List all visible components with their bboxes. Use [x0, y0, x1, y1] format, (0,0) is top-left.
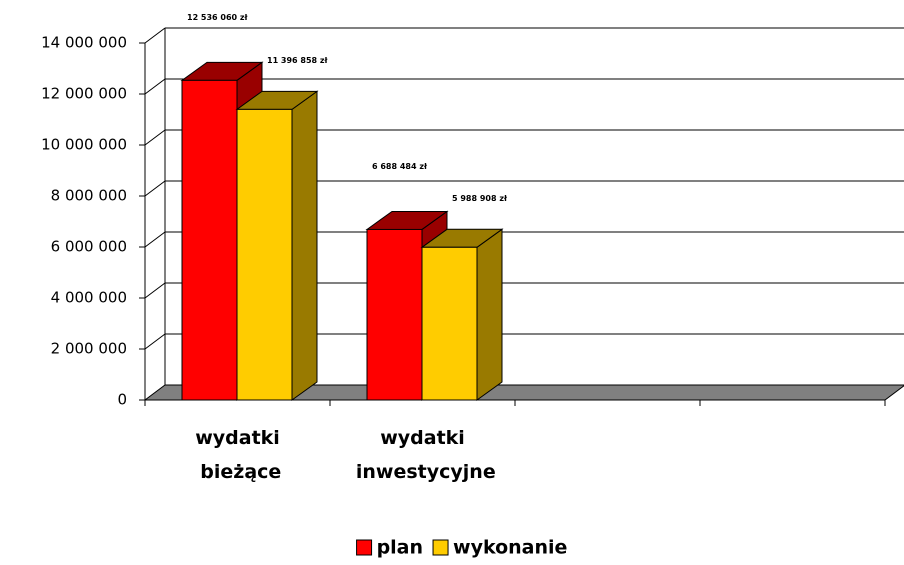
bar-front [421, 246, 478, 401]
grid-line-side [144, 180, 166, 197]
legend-swatch [356, 539, 373, 556]
grid-line-side [144, 78, 166, 95]
bar-front [366, 228, 423, 401]
grid-line-side [144, 231, 166, 248]
legend-label: wykonanie [453, 537, 567, 559]
grid-line-side [144, 333, 166, 350]
y-tick-label: 6 000 000 [51, 238, 127, 256]
x-tick-label-line: inwestycyjne [349, 461, 495, 483]
legend-swatch [432, 539, 449, 556]
data-label: 11 396 858 zł [267, 56, 329, 65]
floor [143, 384, 904, 401]
y-tick-label: 0 [117, 391, 127, 409]
legend: plan wykonanie [356, 537, 567, 559]
y-tick-label: 12 000 000 [41, 85, 127, 103]
grid-line-side [144, 129, 166, 146]
bar-front [236, 108, 293, 401]
bar-side [291, 90, 318, 401]
y-tick-label: 8 000 000 [51, 187, 127, 205]
grid-line-side [144, 27, 166, 44]
legend-label: plan [377, 537, 423, 559]
x-tick-label-line: wydatki [195, 427, 280, 449]
grid-line-side [144, 282, 166, 299]
data-label: 12 536 060 zł [187, 13, 249, 22]
y-tick-label: 14 000 000 [41, 34, 127, 52]
bar [235, 90, 319, 401]
y-tick-label: 2 000 000 [51, 340, 127, 358]
x-tick-label: wydatki inwestycyjne [349, 427, 495, 483]
bar-side [476, 228, 503, 401]
data-label: 6 688 484 zł [372, 162, 428, 171]
x-tick-label: wydatki bieżące [194, 427, 282, 483]
y-tick-label: 4 000 000 [51, 289, 127, 307]
bar [420, 228, 504, 401]
x-tick-label-line: bieżące [194, 461, 282, 483]
y-tick-label: 10 000 000 [41, 136, 127, 154]
data-label: 5 988 908 zł [452, 194, 508, 203]
bar-front [181, 79, 238, 401]
x-tick-label-line: wydatki [380, 427, 465, 449]
